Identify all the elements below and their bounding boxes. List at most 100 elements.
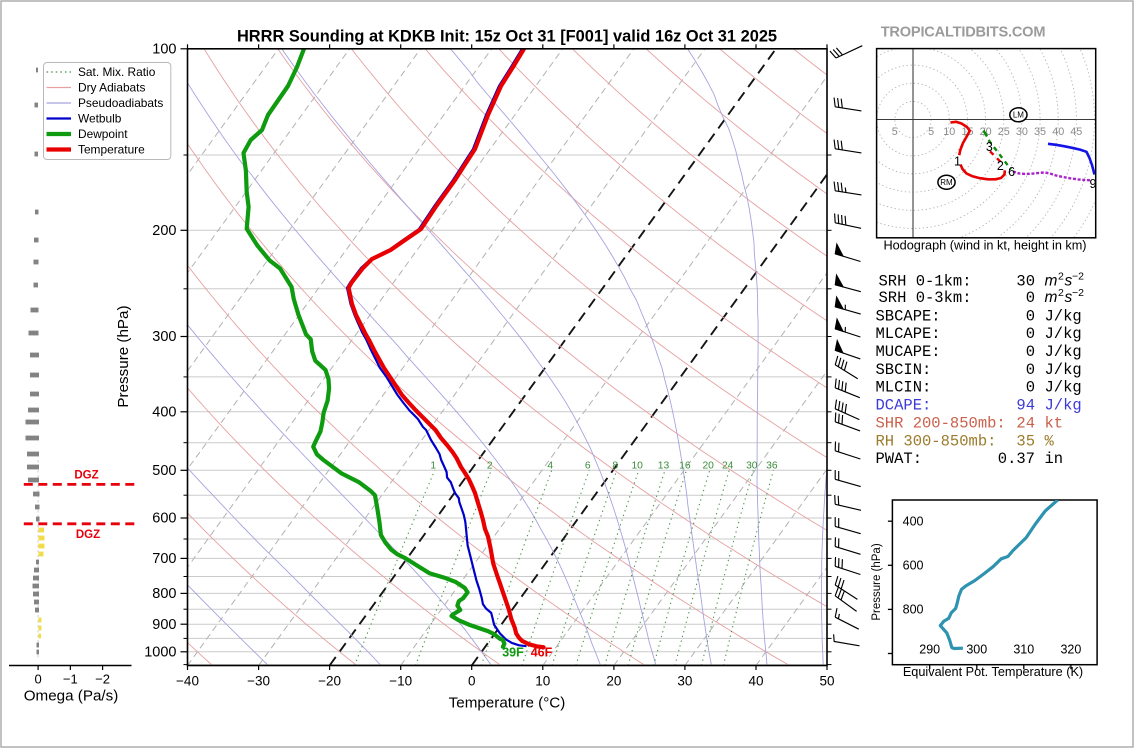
- svg-text:94: 94: [1016, 397, 1035, 415]
- svg-text:Temperature: Temperature: [78, 143, 145, 157]
- svg-text:RM: RM: [940, 178, 953, 187]
- svg-text:35: 35: [1016, 432, 1035, 450]
- svg-text:9: 9: [1090, 177, 1097, 191]
- svg-text:39F: 39F: [502, 646, 524, 660]
- svg-text:−2: −2: [1072, 271, 1084, 283]
- svg-text:310: 310: [1013, 643, 1034, 657]
- svg-text:8: 8: [612, 461, 618, 472]
- svg-text:2: 2: [1058, 287, 1064, 299]
- svg-text:−2: −2: [1072, 287, 1084, 299]
- svg-text:13: 13: [658, 461, 670, 472]
- svg-text:10: 10: [535, 674, 550, 689]
- svg-text:0: 0: [1026, 289, 1035, 307]
- svg-text:36: 36: [766, 461, 778, 472]
- svg-text:LM: LM: [1013, 111, 1024, 120]
- svg-text:10: 10: [943, 126, 955, 138]
- svg-text:Wetbulb: Wetbulb: [78, 112, 122, 126]
- svg-text:−2: −2: [95, 672, 110, 687]
- svg-text:MLCAPE:: MLCAPE:: [876, 325, 941, 343]
- svg-text:20: 20: [606, 674, 621, 689]
- svg-text:200: 200: [152, 223, 176, 239]
- svg-text:J/kg: J/kg: [1045, 379, 1082, 397]
- svg-text:J/kg: J/kg: [1045, 343, 1082, 361]
- svg-text:320: 320: [1060, 643, 1081, 657]
- svg-text:J/kg: J/kg: [1045, 325, 1082, 343]
- svg-text:Hodograph (wind in kt, height: Hodograph (wind in kt, height in km): [883, 239, 1086, 253]
- svg-text:Pseudoadiabats: Pseudoadiabats: [78, 96, 163, 110]
- svg-text:40: 40: [748, 674, 763, 689]
- svg-text:1000: 1000: [144, 644, 176, 660]
- svg-text:2: 2: [1058, 271, 1064, 283]
- svg-text:Dewpoint: Dewpoint: [78, 127, 128, 141]
- svg-text:0: 0: [1026, 343, 1035, 361]
- svg-text:TROPICALTIDBITS.COM: TROPICALTIDBITS.COM: [881, 25, 1046, 41]
- svg-text:kt: kt: [1045, 415, 1064, 433]
- svg-text:SRH 0-1km:: SRH 0-1km:: [879, 273, 972, 291]
- svg-text:35: 35: [1034, 126, 1046, 138]
- svg-text:30: 30: [746, 461, 758, 472]
- svg-text:6: 6: [1008, 165, 1015, 179]
- svg-text:15: 15: [961, 126, 973, 138]
- svg-text:Equivalent Pot. Temperature (K: Equivalent Pot. Temperature (K): [903, 665, 1083, 679]
- svg-text:300: 300: [152, 329, 176, 345]
- svg-text:0: 0: [468, 674, 476, 689]
- svg-text:1: 1: [430, 461, 436, 472]
- svg-text:−1: −1: [63, 672, 78, 687]
- svg-text:25: 25: [998, 126, 1010, 138]
- svg-text:46F: 46F: [531, 646, 553, 660]
- svg-text:500: 500: [152, 463, 176, 479]
- svg-text:HRRR Sounding at KDKB Init: 15: HRRR Sounding at KDKB Init: 15z Oct 31 […: [237, 28, 777, 46]
- svg-text:30: 30: [1016, 273, 1035, 291]
- svg-text:Sat. Mix. Ratio: Sat. Mix. Ratio: [78, 65, 156, 79]
- svg-text:J/kg: J/kg: [1045, 361, 1082, 379]
- svg-text:45: 45: [1070, 126, 1082, 138]
- svg-text:0: 0: [34, 672, 41, 687]
- svg-text:40: 40: [1052, 126, 1064, 138]
- svg-text:0: 0: [1026, 307, 1035, 325]
- svg-text:3: 3: [986, 140, 993, 154]
- svg-text:RH 300-850mb:: RH 300-850mb:: [876, 432, 997, 450]
- svg-text:s: s: [1065, 289, 1073, 306]
- svg-text:6: 6: [585, 461, 591, 472]
- svg-text:J/kg: J/kg: [1045, 307, 1082, 325]
- svg-text:2: 2: [997, 159, 1004, 173]
- svg-text:Pressure (hPa): Pressure (hPa): [115, 305, 132, 407]
- svg-text:Pressure (hPa): Pressure (hPa): [871, 543, 883, 621]
- svg-text:PWAT:: PWAT:: [876, 450, 923, 468]
- svg-text:MLCIN:: MLCIN:: [876, 379, 932, 397]
- svg-text:0: 0: [1026, 325, 1035, 343]
- svg-text:%: %: [1045, 432, 1055, 450]
- svg-text:600: 600: [152, 511, 176, 527]
- svg-text:400: 400: [152, 404, 176, 420]
- svg-text:5: 5: [928, 126, 934, 138]
- svg-text:m: m: [1045, 273, 1058, 290]
- svg-text:SRH 0-3km:: SRH 0-3km:: [879, 289, 972, 307]
- svg-text:50: 50: [819, 674, 834, 689]
- svg-text:30: 30: [1016, 126, 1028, 138]
- svg-text:−40: −40: [176, 674, 199, 689]
- svg-text:24: 24: [1016, 415, 1035, 433]
- svg-text:100: 100: [152, 41, 176, 57]
- svg-text:MUCAPE:: MUCAPE:: [876, 343, 941, 361]
- svg-text:5: 5: [892, 126, 898, 138]
- svg-text:300: 300: [966, 643, 987, 657]
- svg-text:24: 24: [722, 461, 734, 472]
- svg-text:1: 1: [954, 155, 961, 169]
- svg-text:Dry Adiabats: Dry Adiabats: [78, 81, 145, 95]
- svg-text:DGZ: DGZ: [74, 470, 98, 482]
- svg-text:−20: −20: [318, 674, 341, 689]
- svg-text:10: 10: [631, 461, 643, 472]
- svg-text:Omega (Pa/s): Omega (Pa/s): [24, 688, 119, 705]
- svg-text:20: 20: [702, 461, 714, 472]
- svg-text:SBCIN:: SBCIN:: [876, 361, 932, 379]
- svg-text:4: 4: [547, 461, 553, 472]
- svg-text:800: 800: [152, 586, 176, 602]
- svg-text:in: in: [1045, 450, 1064, 468]
- svg-text:290: 290: [919, 643, 940, 657]
- svg-text:0: 0: [1026, 361, 1035, 379]
- svg-text:Temperature (°C): Temperature (°C): [449, 695, 566, 712]
- svg-text:900: 900: [152, 617, 176, 633]
- svg-text:16: 16: [679, 461, 691, 472]
- svg-text:600: 600: [903, 559, 924, 573]
- svg-text:700: 700: [152, 551, 176, 567]
